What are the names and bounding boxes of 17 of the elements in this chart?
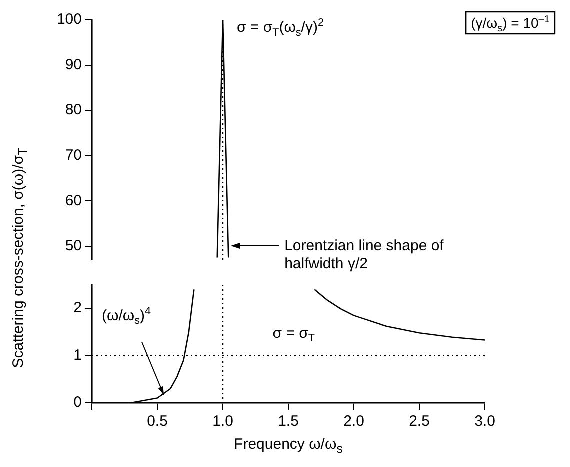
y-tick-label: 2 bbox=[74, 300, 82, 317]
y-tick-label: 0 bbox=[74, 394, 82, 412]
x-tick-label: 3.0 bbox=[474, 413, 496, 430]
y-tick-label: 80 bbox=[65, 102, 82, 119]
x-tick-label: 1.0 bbox=[212, 413, 234, 430]
annotation: Lorentzian line shape of halfwidth γ/2 bbox=[284, 238, 445, 273]
x-tick-label: 2.0 bbox=[344, 413, 364, 430]
y-tick-label: 60 bbox=[65, 192, 82, 210]
y-tick-label: 50 bbox=[65, 238, 82, 255]
y-tick-label: 70 bbox=[65, 146, 82, 164]
y-tick-label: 1 bbox=[74, 346, 82, 364]
x-tick-label: 1.5 bbox=[278, 413, 299, 430]
x-tick-label: 0.5 bbox=[147, 413, 168, 430]
x-tick-label: 2.5 bbox=[409, 413, 430, 430]
x-axis-title: Frequency ω/ω$_{s}$ bbox=[233, 436, 344, 456]
y-tick-label: 90 bbox=[65, 56, 82, 74]
y-tick-label: 100 bbox=[56, 11, 82, 28]
